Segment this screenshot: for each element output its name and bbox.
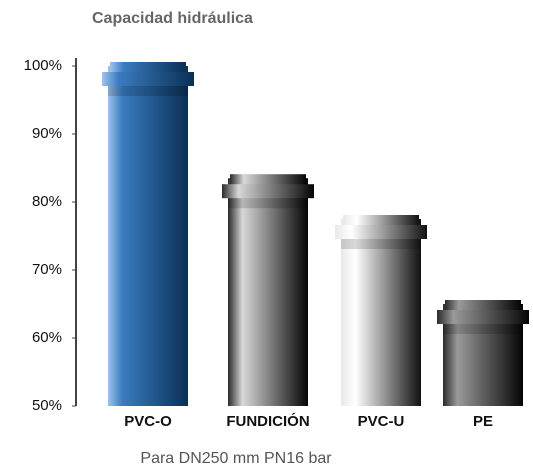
y-tick-label: 100% bbox=[24, 57, 62, 74]
pipe-bell bbox=[437, 310, 529, 324]
y-tick-label: 50% bbox=[32, 397, 62, 414]
y-tick-label: 60% bbox=[32, 329, 62, 346]
chart-title: Capacidad hidráulica bbox=[92, 10, 253, 27]
x-tick-label: PVC-U bbox=[358, 413, 405, 430]
pipe-bell bbox=[222, 184, 314, 198]
y-tick-label: 80% bbox=[32, 193, 62, 210]
pipe-bell bbox=[343, 215, 419, 225]
chart: Capacidad hidráulica Para DN250 mm PN16 … bbox=[0, 0, 533, 470]
pipe-bell bbox=[230, 174, 306, 184]
pipe-bell-shadow bbox=[341, 239, 421, 249]
x-axis-label: Para DN250 mm PN16 bar bbox=[140, 450, 332, 467]
x-tick-label: FUNDICIÓN bbox=[226, 412, 309, 430]
y-tick-label: 70% bbox=[32, 261, 62, 278]
pipe-bell bbox=[102, 72, 194, 86]
pipe-bell-shadow bbox=[228, 198, 308, 208]
bar bbox=[108, 66, 188, 406]
pipe-bell bbox=[335, 225, 427, 239]
x-tick-label: PE bbox=[473, 413, 493, 430]
bar bbox=[228, 178, 308, 406]
pipe-bell-shadow bbox=[108, 86, 188, 96]
y-tick-label: 90% bbox=[32, 125, 62, 142]
pipe-bell-shadow bbox=[443, 324, 523, 334]
pipe-bell bbox=[110, 62, 186, 72]
x-tick-label: PVC-O bbox=[124, 413, 172, 430]
pipe-bell bbox=[445, 300, 521, 310]
